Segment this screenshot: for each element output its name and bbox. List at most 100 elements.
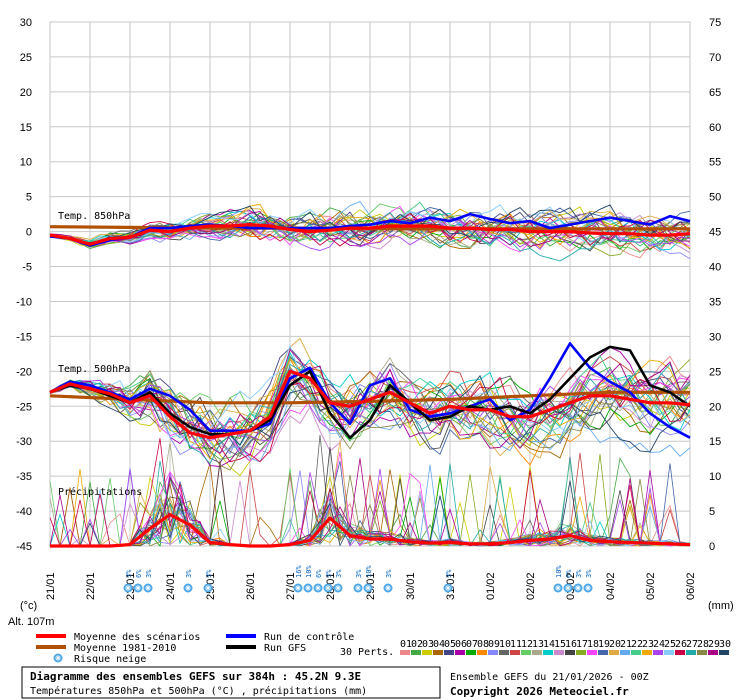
member-legend-swatch — [444, 650, 454, 655]
snow-risk-label: 6% — [135, 569, 143, 578]
member-30-precip-line — [50, 480, 691, 547]
y-right-tick: 60 — [709, 122, 721, 134]
snow-risk-label: 3% — [335, 569, 343, 578]
member-legend-swatch — [543, 650, 553, 655]
y-right-tick: 75 — [709, 17, 721, 29]
main-series — [49, 212, 691, 548]
snow-risk-label: 10% — [365, 565, 373, 578]
y-right-tick: 35 — [709, 296, 721, 308]
member-07-500-line — [49, 371, 691, 449]
legend: Moyenne des scénarios Moyenne 1981-2010 … — [36, 631, 354, 665]
member-legend-swatch — [609, 650, 619, 655]
snowflake-arms — [355, 585, 361, 591]
member-legend-swatch — [653, 650, 663, 655]
snowflake-arms — [555, 585, 561, 591]
member-legend-number: 04 — [433, 639, 445, 650]
snow-risk-markers: 3% 6% 3% 3% 3% 16% 10% 6% 3% 3% 3% 10% 3% 3% 10% 6% 3% 3% — [123, 565, 593, 593]
x-tick: 24/01 — [165, 572, 177, 600]
snowflake-arms — [335, 585, 341, 591]
snow-risk-label: 3% — [385, 569, 393, 578]
member-legend-number: 27 — [686, 639, 698, 650]
snowflake-arms — [315, 585, 321, 591]
member-legend-swatch — [400, 650, 410, 655]
snow-risk-label: 3% — [145, 569, 153, 578]
label-temp-850: Temp. 850hPa — [58, 211, 130, 222]
y-left-tick: -15 — [16, 331, 32, 343]
y-left-tick: 15 — [20, 122, 32, 134]
y-left-tick: -30 — [16, 436, 32, 448]
member-29-precip-line — [49, 458, 691, 547]
y-right-tick: 25 — [709, 366, 721, 378]
legend-snow-label: Risque neige — [74, 654, 146, 665]
member-30-500-line — [49, 374, 691, 453]
member-legend-number: 15 — [554, 639, 566, 650]
x-tick: 06/02 — [685, 572, 697, 600]
member-legend-swatch — [664, 650, 674, 655]
series-run-de-contr-le-500hPa — [49, 342, 691, 439]
member-legend-swatch — [510, 650, 520, 655]
y-right-tick: 70 — [709, 52, 721, 64]
snowflake-icon — [563, 583, 573, 593]
y-left-unit: (°c) — [20, 600, 37, 612]
x-tick: 22/01 — [85, 572, 97, 600]
member-legend-swatch — [631, 650, 641, 655]
legend-gfs-label: Run GFS — [264, 643, 306, 654]
y-right-tick: 45 — [709, 227, 721, 239]
snowflake-icon — [553, 583, 563, 593]
member-legend-swatch — [598, 650, 608, 655]
left-axis-ticks: 30 25 20 15 10 5 0 -5 -10 -15 -20 -25 -30 -35 -40 -45 — [16, 17, 32, 553]
member-27-850-line — [49, 211, 691, 262]
member-legend-swatch — [422, 650, 432, 655]
y-left-tick: 25 — [20, 52, 32, 64]
member-legend-number: 22 — [631, 639, 643, 650]
snowflake-arms — [445, 585, 451, 591]
member-legend-swatch — [675, 650, 685, 655]
y-right-tick: 15 — [709, 436, 721, 448]
member-legend-number: 07 — [466, 639, 478, 650]
snowflake-icon — [303, 583, 313, 593]
x-tick: 02/02 — [525, 572, 537, 600]
member-legend-swatch — [587, 650, 597, 655]
y-left-tick: 30 — [20, 17, 32, 29]
series-run-gfs-500hPa — [49, 345, 691, 439]
snowflake-icon — [583, 583, 593, 593]
member-legend-swatch — [719, 650, 729, 655]
plot-grid — [49, 21, 691, 547]
snow-risk-label: 3% — [185, 569, 193, 578]
snowflake-icon — [133, 583, 143, 593]
snowflake-arms — [365, 585, 371, 591]
snow-risk-label: 3% — [325, 569, 333, 578]
member-legend-number: 29 — [708, 639, 720, 650]
member-28-500-line — [49, 369, 691, 471]
x-tick: 04/02 — [605, 572, 617, 600]
snow-risk-label: 3% — [575, 569, 583, 578]
snowflake-arms — [295, 585, 301, 591]
member-12-precip-line — [49, 468, 691, 547]
y-left-tick: -20 — [16, 366, 32, 378]
x-tick: 27/01 — [285, 572, 297, 600]
member-20-500-line — [49, 337, 691, 459]
member-legend-number: 09 — [488, 639, 500, 650]
member-legend-number: 23 — [642, 639, 654, 650]
member-legend-number: 18 — [587, 639, 599, 650]
y-right-tick: 0 — [709, 541, 715, 553]
snowflake-arms — [575, 585, 581, 591]
member-legend-swatch — [466, 650, 476, 655]
title-box — [21, 666, 441, 699]
altitude-label: Alt. 107m — [8, 616, 54, 628]
member-legend-number: 28 — [697, 639, 709, 650]
member-legend-swatch — [565, 650, 575, 655]
snowflake-icon — [443, 583, 453, 593]
member-legend-number: 25 — [664, 639, 676, 650]
y-left-tick: -5 — [22, 262, 32, 274]
snow-risk-label: 3% — [125, 569, 133, 578]
run-info: Ensemble GEFS du 21/01/2026 - 00Z — [450, 672, 649, 683]
snow-risk-label: 3% — [205, 569, 213, 578]
y-left-tick: -45 — [16, 541, 32, 553]
member-legend-number: 30 — [719, 639, 731, 650]
y-left-tick: -35 — [16, 471, 32, 483]
member-17-500-line — [49, 358, 691, 445]
member-legend-swatch — [499, 650, 509, 655]
member-legend-number: 01 — [400, 639, 412, 650]
